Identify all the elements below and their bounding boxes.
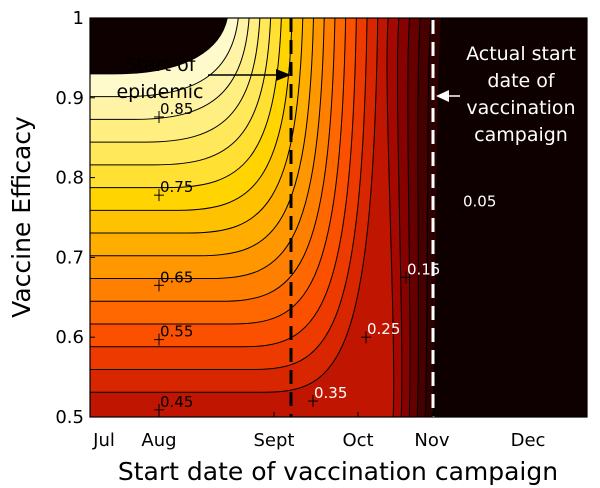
x-tick-label: Oct	[342, 430, 373, 451]
contour-line	[90, 18, 336, 302]
annotation-actual-line3: vaccination	[466, 97, 575, 119]
x-tick-label: Nov	[414, 430, 449, 451]
annotation-start-epidemic-line2: epidemic	[116, 81, 203, 103]
annotation-actual-line1: Actual start	[466, 43, 576, 65]
start-epidemic-annotation: Start of epidemic	[116, 54, 291, 103]
y-tick-label: 0.9	[55, 88, 84, 109]
x-axis-label: Start date of vaccination campaign	[118, 457, 558, 486]
contour-line	[90, 18, 250, 120]
contour-line	[90, 18, 368, 371]
contour-line	[424, 18, 432, 417]
inner-ticks	[154, 110, 467, 416]
contour-line	[90, 18, 282, 189]
y-axis-ticks: 0.5 0.6 0.7 0.8 0.9 1	[55, 8, 95, 428]
contour-line	[90, 18, 357, 348]
annotation-actual-line4: campaign	[474, 124, 568, 146]
y-axis-label: Vaccine Efficacy	[7, 116, 36, 318]
contour-label: 0.85	[160, 100, 193, 118]
x-tick-label: Sept	[254, 430, 295, 451]
contour-line	[407, 18, 411, 417]
contour-line	[90, 18, 347, 325]
contour-line	[90, 18, 239, 98]
contour-line	[386, 18, 395, 417]
contour-bands	[90, 18, 587, 417]
arrowhead-actual	[436, 90, 449, 102]
contour-line	[90, 18, 379, 393]
x-tick-label: Dec	[511, 430, 546, 451]
x-axis-ticks: Jul Aug Sept Oct Nov Dec	[89, 412, 546, 451]
contour-label: 0.25	[367, 320, 400, 338]
annotation-actual-line2: date of	[487, 70, 556, 92]
contour-line	[90, 18, 314, 257]
contour-line	[90, 18, 261, 143]
annotation-start-epidemic-line1: Start of	[125, 54, 197, 76]
plot-area: 0.85 0.75 0.65 0.55 0.45 0.35 0.25 0.15 0.05	[90, 18, 587, 417]
y-tick-label: 0.5	[55, 407, 84, 428]
contour-line	[90, 18, 228, 75]
contour-label: 0.45	[160, 393, 193, 411]
contour-label: 0.15	[407, 260, 440, 278]
contour-label: 0.55	[160, 323, 193, 341]
contour-band	[433, 18, 587, 417]
actual-start-annotation: Actual start date of vaccination campaig…	[436, 43, 576, 146]
y-tick-label: 0.8	[55, 168, 84, 189]
contour-label: 0.05	[463, 193, 496, 211]
contour-label: 0.65	[160, 268, 193, 286]
contour-labels: 0.85 0.75 0.65 0.55 0.45 0.35 0.25 0.15 0.05	[160, 100, 496, 411]
y-tick-label: 0.6	[55, 327, 84, 348]
y-tick-label: 1	[73, 8, 84, 29]
contour-label: 0.35	[314, 384, 347, 402]
contour-line	[90, 18, 293, 211]
plot-frame	[89, 17, 588, 418]
y-tick-label: 0.7	[55, 247, 84, 268]
contour-line	[416, 18, 421, 417]
x-tick-label: Jul	[92, 430, 115, 451]
contour-line	[90, 18, 304, 234]
contour-label: 0.75	[160, 178, 193, 196]
contour-line	[90, 18, 272, 166]
x-tick-label: Aug	[141, 430, 176, 451]
contour-line	[396, 18, 403, 417]
arrowhead-start-epidemic	[276, 69, 291, 81]
